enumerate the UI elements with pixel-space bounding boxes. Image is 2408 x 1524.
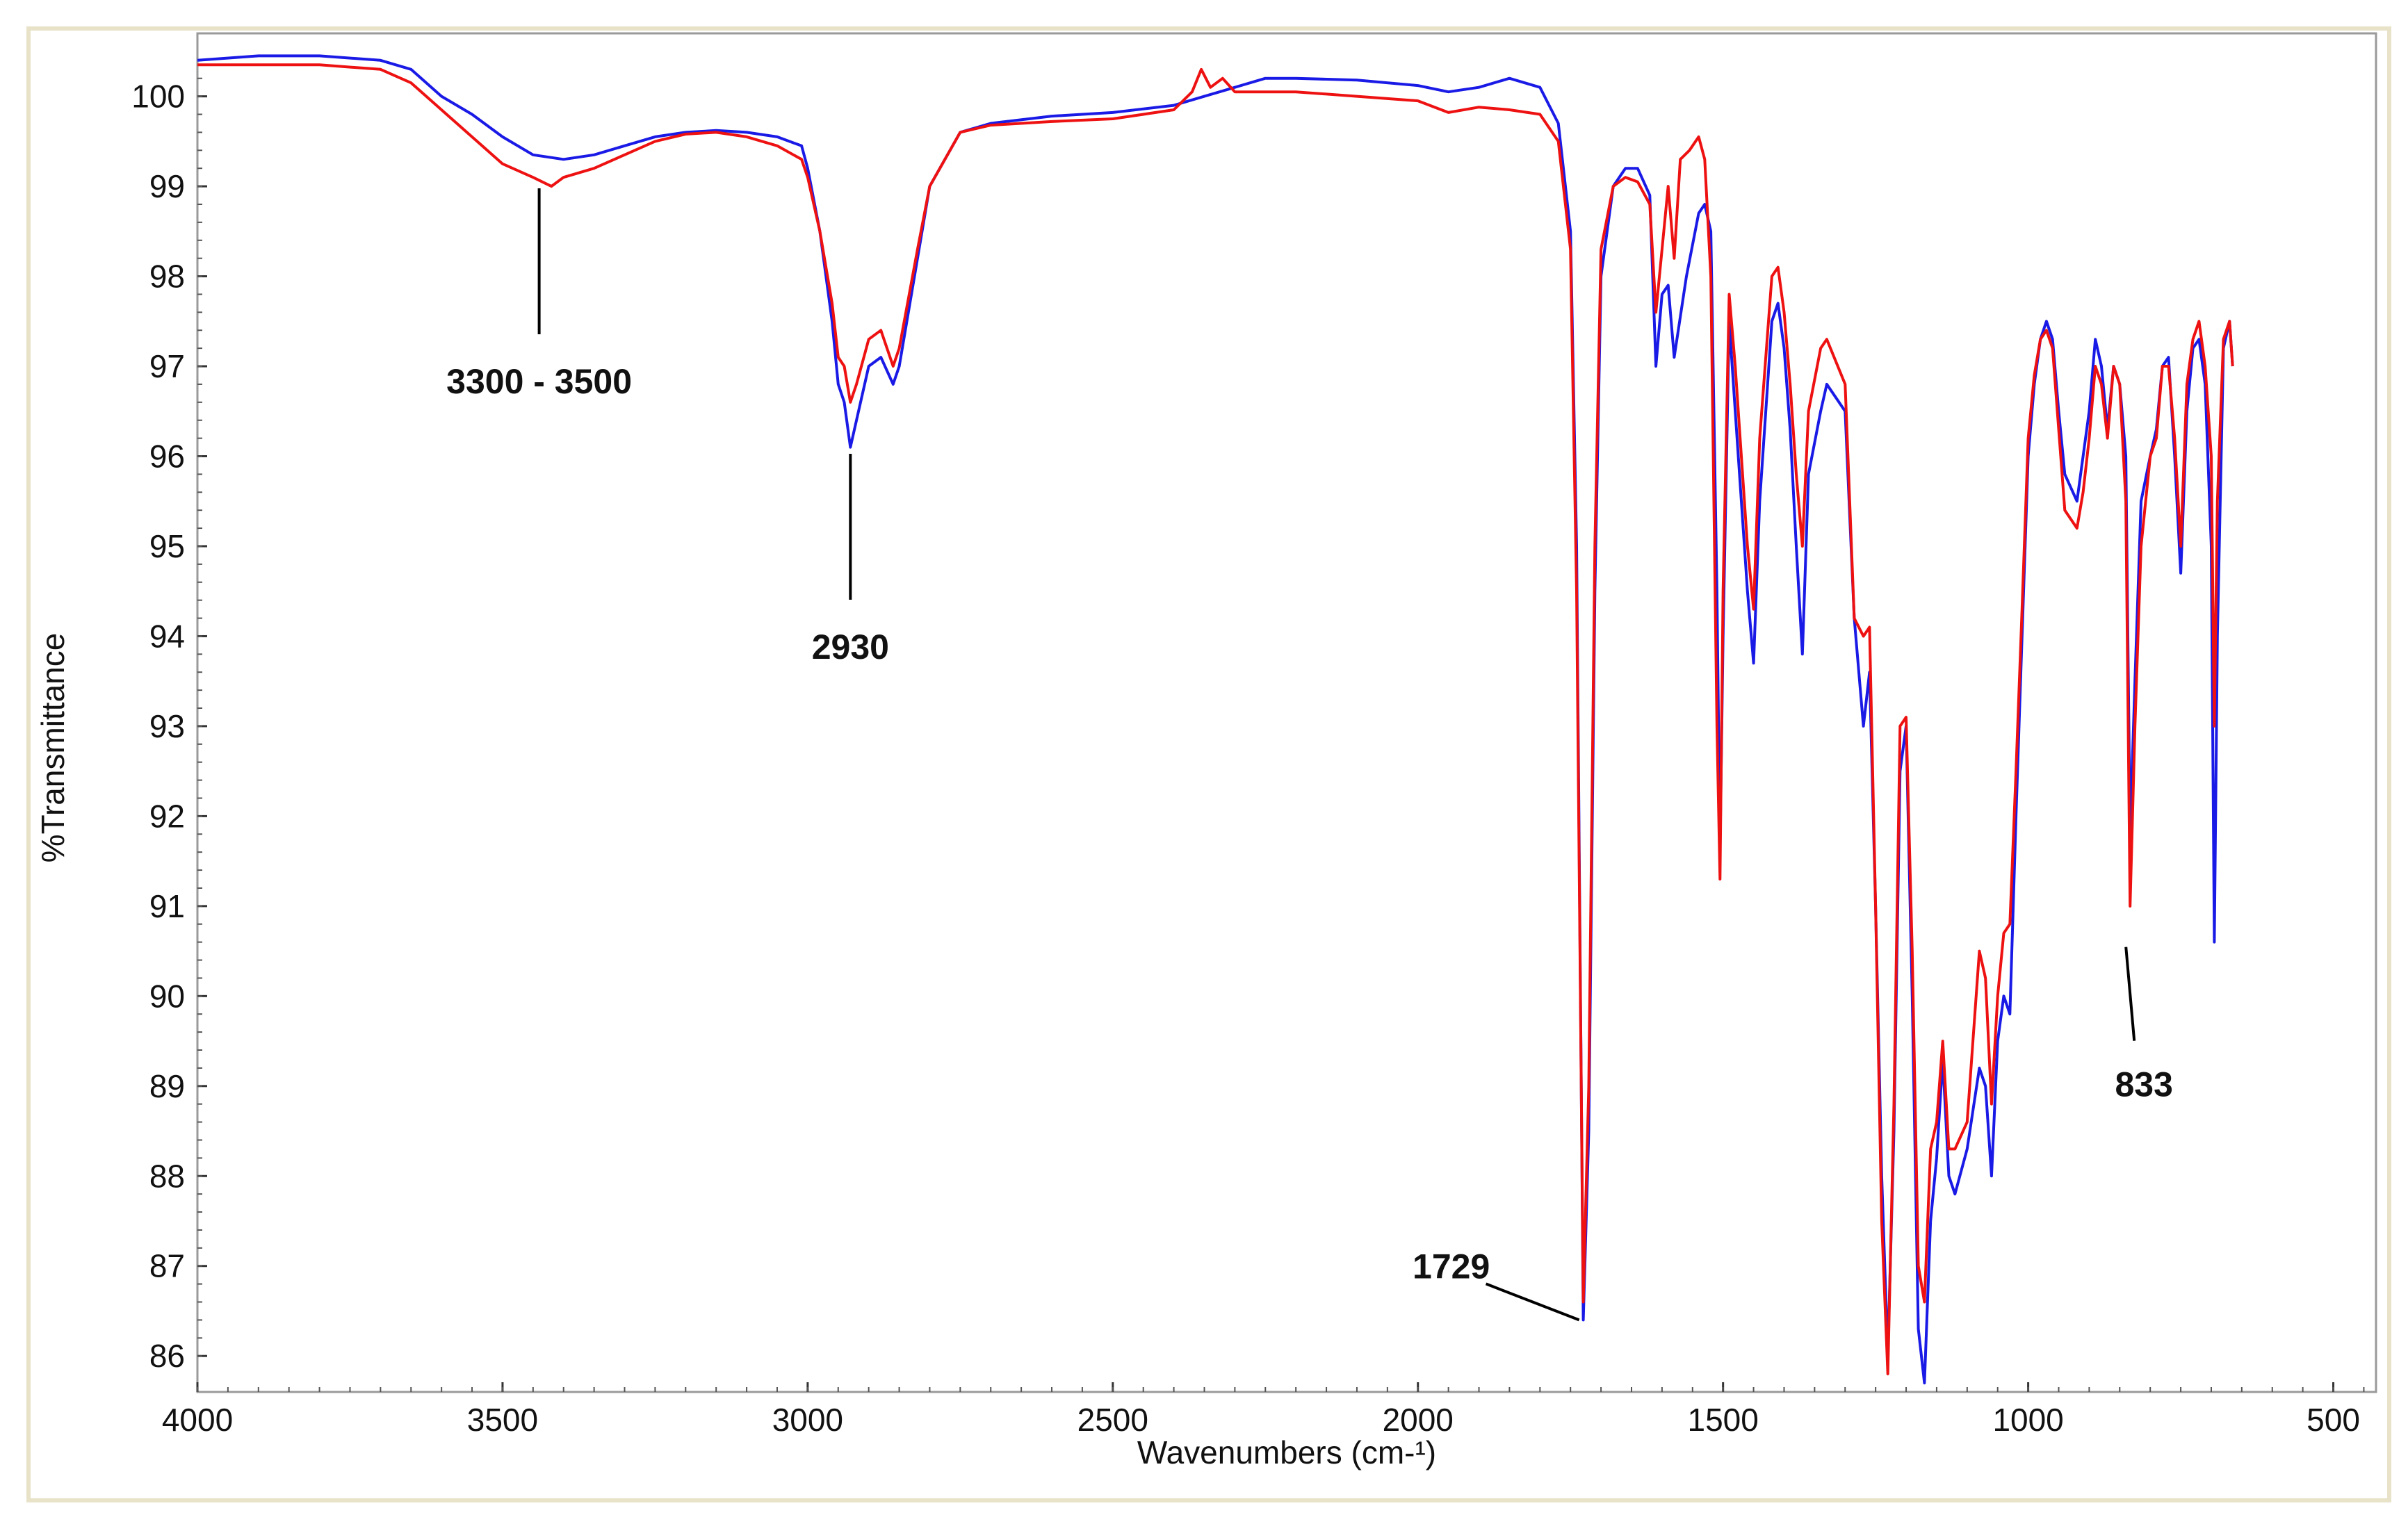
y-tick-label: 97 <box>149 348 185 384</box>
y-tick-label: 94 <box>149 618 185 654</box>
y-tick-label: 92 <box>149 798 185 834</box>
y-axis-ticks: 100 99 98 97 96 95 94 93 92 91 90 89 88 87 86 <box>131 59 207 1374</box>
y-tick-label: 96 <box>149 439 185 475</box>
y-tick-label: 87 <box>149 1248 185 1284</box>
x-tick-label: 1500 <box>1688 1402 1759 1438</box>
y-tick-label: 86 <box>149 1338 185 1374</box>
x-tick-label: 2000 <box>1383 1402 1454 1438</box>
peak-label: 1729 <box>1413 1247 1490 1286</box>
y-tick-label: 99 <box>149 168 185 204</box>
peak-label: 2930 <box>812 628 889 666</box>
y-tick-label: 88 <box>149 1158 185 1194</box>
peak-label: 3300 - 3500 <box>446 362 632 401</box>
x-tick-label: 2500 <box>1077 1402 1148 1438</box>
x-axis-ticks: 4000 3500 3000 2500 2000 1500 1000 500 <box>162 1382 2365 1438</box>
y-axis-title: %Transmittance <box>35 633 71 863</box>
x-tick-label: 4000 <box>162 1402 233 1438</box>
x-axis-title: Wavenumbers (cm-¹) <box>1137 1434 1436 1470</box>
series-line-blue <box>197 54 2234 1385</box>
y-tick-label: 90 <box>149 978 185 1014</box>
x-tick-label: 3500 <box>467 1402 538 1438</box>
y-tick-label: 98 <box>149 259 185 295</box>
y-tick-label: 100 <box>131 79 185 115</box>
x-tick-label: 3000 <box>772 1402 843 1438</box>
plot-area <box>196 32 2377 1393</box>
spectrum-series <box>197 54 2234 1385</box>
y-tick-label: 91 <box>149 888 185 924</box>
y-tick-label: 89 <box>149 1068 185 1104</box>
peak-annotations: 3300 - 3500 2930 1729 833 <box>446 188 2173 1322</box>
chart-frame: 100 99 98 97 96 95 94 93 92 91 90 89 88 87 86 4000 3500… <box>26 26 2391 1502</box>
peak-label: 833 <box>2115 1065 2172 1104</box>
series-line-red <box>197 63 2234 1376</box>
x-tick-label: 500 <box>2307 1402 2360 1438</box>
y-tick-label: 93 <box>149 708 185 744</box>
annotation-leader-line <box>2124 947 2136 1041</box>
ir-spectrum-chart: 100 99 98 97 96 95 94 93 92 91 90 89 88 87 86 4000 3500… <box>35 32 2377 1470</box>
annotation-leader-line <box>1485 1282 1580 1322</box>
x-tick-label: 1000 <box>1992 1402 2063 1438</box>
y-tick-label: 95 <box>149 528 185 564</box>
